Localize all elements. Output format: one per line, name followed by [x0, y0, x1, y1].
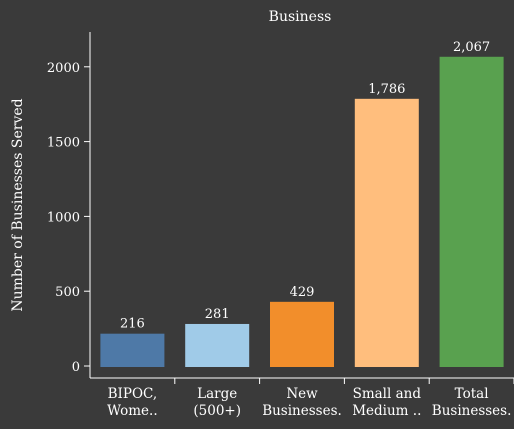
- y-tick-label: 1500: [47, 136, 80, 151]
- x-tick-label: Medium ..: [352, 403, 421, 419]
- y-axis-ticks: 0 500 1000 1500 2000: [47, 61, 90, 375]
- y-tick-label: 1000: [47, 210, 80, 225]
- x-tick-label: Large: [197, 386, 237, 402]
- x-tick-label: Small and: [353, 386, 422, 402]
- y-tick-label: 500: [55, 285, 80, 300]
- chart-title: Business: [269, 9, 332, 25]
- y-tick-label: 0: [72, 360, 80, 375]
- bar: [100, 333, 165, 367]
- bar-value-label: 1,786: [368, 82, 405, 97]
- x-tick-label: Total: [455, 386, 489, 402]
- x-tick-label: New: [286, 386, 318, 402]
- bar-value-label: 281: [205, 307, 230, 322]
- y-axis-label: Number of Businesses Served: [10, 98, 26, 311]
- bar-value-label: 429: [290, 285, 315, 300]
- bar-value-label: 216: [120, 317, 145, 332]
- x-tick-label: Businesses.: [432, 403, 512, 419]
- x-tick-label: Businesses.: [262, 403, 342, 419]
- bar: [185, 323, 250, 367]
- bar-value-labels: 216 281 429 1,786 2,067: [120, 40, 490, 332]
- x-tick-label: BIPOC,: [108, 386, 158, 402]
- bar: [270, 301, 334, 367]
- x-tick-label: (500+): [193, 403, 241, 419]
- bar-value-label: 2,067: [453, 40, 490, 55]
- x-tick-label: Wome..: [107, 403, 157, 419]
- bar: [354, 98, 419, 368]
- bar: [439, 56, 504, 368]
- bars-group: [100, 56, 504, 368]
- y-tick-label: 2000: [47, 61, 80, 76]
- x-axis-ticks: BIPOC,Wome..Large(500+)NewBusinesses.Sma…: [107, 378, 514, 419]
